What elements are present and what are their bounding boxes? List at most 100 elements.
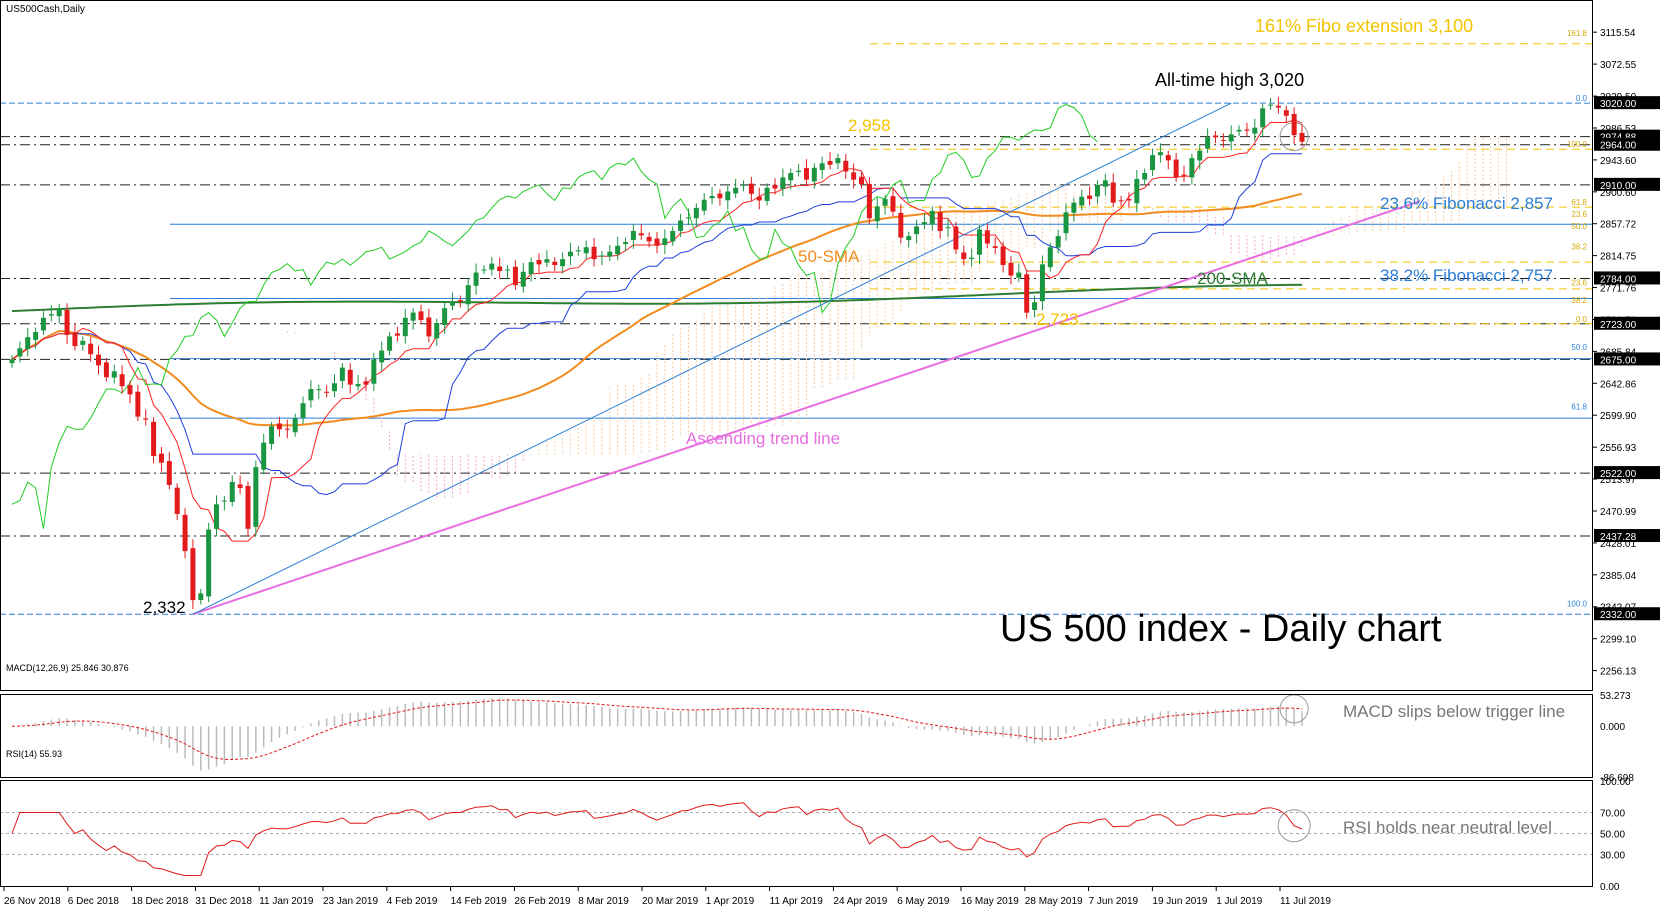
- date-tick-label: 1 Jul 2019: [1216, 896, 1263, 907]
- candle-body: [269, 426, 275, 444]
- rsi-axis-label: 0.00: [1600, 882, 1620, 893]
- rsi-axis-label: 50.00: [1600, 830, 1625, 841]
- candle-body: [1150, 155, 1156, 171]
- main-panel-frame: [0, 0, 1593, 691]
- candle-body: [552, 261, 558, 266]
- candle-body: [882, 198, 888, 206]
- candle-body: [638, 233, 644, 236]
- candle-body: [1134, 178, 1140, 204]
- candle-body: [780, 177, 786, 189]
- candle-body: [418, 311, 424, 321]
- price-tick-label: 2900.60: [1600, 188, 1637, 199]
- candle-body: [379, 350, 385, 363]
- date-tick-label: 11 Apr 2019: [770, 896, 824, 907]
- candle-body: [457, 300, 463, 302]
- fib-anchor-line: [192, 102, 1232, 615]
- rsi-line: [11, 802, 1303, 876]
- date-tick-label: 18 Dec 2018: [132, 896, 189, 907]
- candle-body: [111, 371, 117, 378]
- candle-body: [1299, 132, 1305, 142]
- candle-body: [851, 172, 857, 180]
- fib-level-label: 61.8: [1571, 402, 1587, 411]
- candle-body: [1228, 134, 1234, 142]
- candle-body: [1173, 159, 1179, 178]
- candle-body: [237, 484, 243, 488]
- candle-body: [937, 212, 943, 231]
- candle-body: [371, 359, 377, 384]
- candle-body: [670, 230, 676, 242]
- candle-body: [678, 220, 684, 231]
- fib-level-label: 23.6: [1571, 210, 1587, 219]
- price-marker-label: 2332.00: [1600, 610, 1637, 621]
- fib-level-label: 23.6: [1571, 278, 1587, 287]
- candle-body: [756, 196, 762, 201]
- candle-body: [866, 183, 872, 219]
- main-title: US 500 index - Daily chart: [1000, 608, 1442, 650]
- rsi-note: RSI holds near neutral level: [1343, 818, 1552, 837]
- highlight-ring-rsi: [1277, 809, 1311, 843]
- rsi-axis-label: 70.00: [1600, 809, 1625, 820]
- candle-body: [733, 187, 739, 194]
- candle-body: [1079, 196, 1085, 206]
- price-tick-label: 2256.13: [1600, 667, 1637, 678]
- candle-body: [984, 230, 990, 244]
- candle-body: [615, 245, 621, 255]
- price-marker-label: 2675.00: [1600, 355, 1637, 366]
- candle-body: [473, 272, 479, 286]
- ascending-trend-line: [192, 200, 1421, 616]
- price-tick-label: 2943.60: [1600, 156, 1637, 167]
- fib-level-label: 50.0: [1571, 222, 1587, 231]
- all-time-high-label: All-time high 3,020: [1155, 70, 1304, 90]
- candle-body: [575, 250, 581, 252]
- candle-body: [1244, 129, 1250, 131]
- symbol-label: US500Cash,Daily: [6, 4, 85, 15]
- candle-body: [717, 193, 723, 199]
- candle-body: [536, 259, 542, 265]
- price-tick-label: 2642.86: [1600, 379, 1637, 390]
- candle-body: [481, 269, 487, 271]
- candle-body: [1189, 158, 1195, 178]
- candle-body: [1094, 184, 1100, 197]
- date-tick-label: 11 Jul 2019: [1280, 896, 1331, 907]
- rsi-label: RSI(14) 55.93: [6, 749, 62, 759]
- price-tick-label: 3072.55: [1600, 60, 1637, 71]
- date-tick-label: 19 Jun 2019: [1152, 896, 1207, 907]
- date-tick-label: 31 Dec 2018: [195, 896, 252, 907]
- fib-level-label: 50.0: [1571, 343, 1587, 352]
- price-tick-label: 2299.10: [1600, 635, 1637, 646]
- candle-body: [796, 170, 802, 172]
- candle-body: [741, 184, 747, 186]
- candle-body: [442, 308, 448, 326]
- candle-body: [434, 323, 440, 339]
- fib-level-label: 38.2: [1571, 296, 1587, 305]
- macd-panel-frame: [0, 694, 1593, 778]
- candle-body: [127, 385, 133, 395]
- date-tick-label: 26 Nov 2018: [4, 896, 61, 907]
- candle-body: [1008, 262, 1014, 276]
- candle-body: [261, 442, 267, 470]
- candle-body: [1181, 174, 1187, 176]
- candle-body: [1283, 110, 1289, 116]
- candle-body: [977, 229, 982, 255]
- candle-body: [929, 210, 935, 225]
- candle-body: [355, 383, 361, 387]
- candle-body: [560, 259, 566, 267]
- macd-axis-label: 0.000: [1600, 722, 1625, 733]
- fib-236-label: 23.6% Fibonacci 2,857: [1380, 194, 1553, 213]
- candle-body: [803, 168, 809, 180]
- candle-body: [292, 418, 298, 433]
- candle-body: [685, 217, 691, 219]
- macd-axis-label: 53.273: [1600, 691, 1631, 702]
- date-tick-label: 6 Dec 2018: [68, 896, 120, 907]
- candle-body: [17, 348, 23, 357]
- macd-signal-line: [11, 699, 1303, 761]
- candle-body: [1032, 302, 1038, 310]
- candle-body: [465, 285, 471, 305]
- candle-body: [811, 167, 817, 182]
- candle-body: [835, 158, 841, 164]
- candle-body: [332, 383, 337, 392]
- candle-body: [528, 262, 534, 275]
- date-tick-label: 26 Feb 2019: [514, 896, 571, 907]
